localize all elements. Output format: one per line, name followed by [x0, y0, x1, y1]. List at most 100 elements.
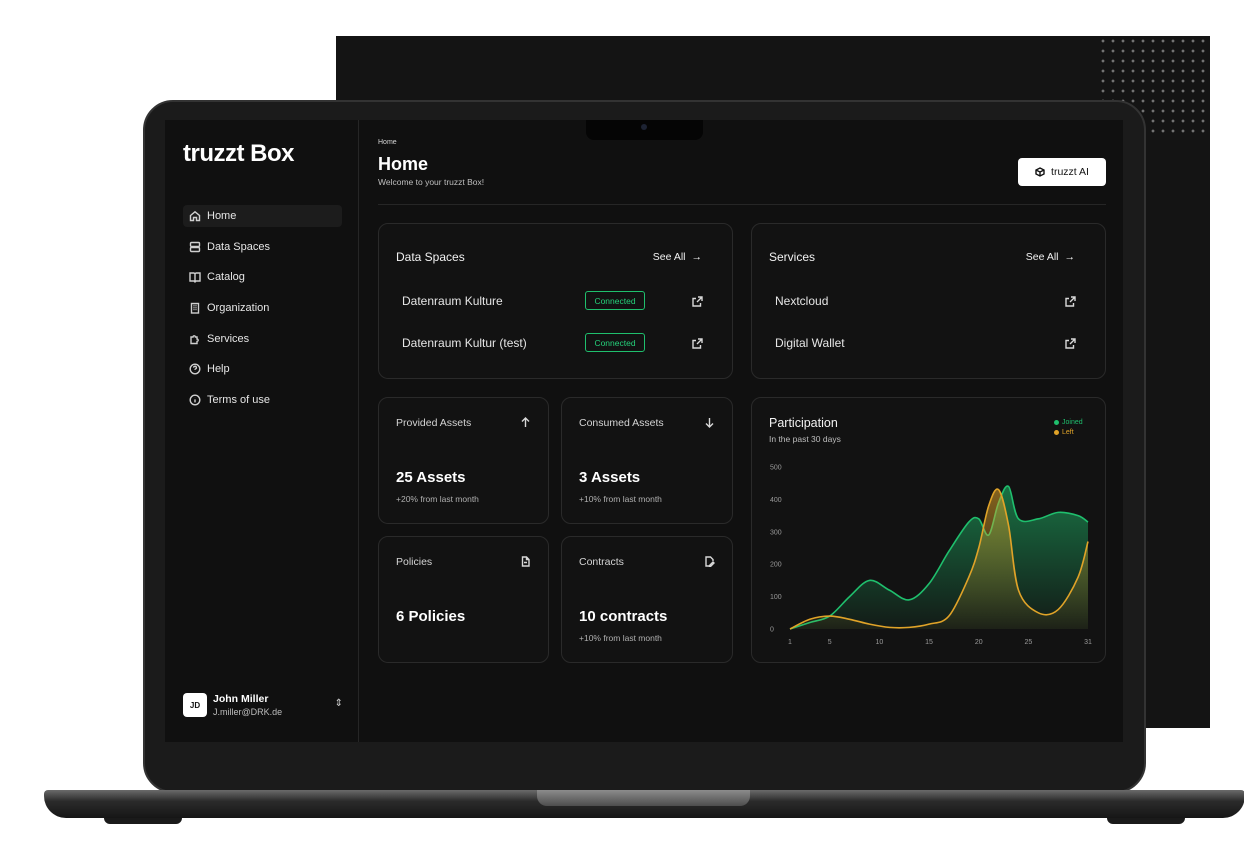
policies-card[interactable]: Policies 6 Policies	[378, 536, 549, 663]
camera-notch	[586, 120, 703, 140]
sidebar-nav: Home Data Spaces Catalog Organization Se…	[183, 205, 342, 420]
sidebar-item-terms[interactable]: Terms of use	[183, 389, 342, 411]
camera-icon	[641, 124, 647, 130]
status-badge: Connected	[585, 291, 645, 310]
sidebar-item-label: Terms of use	[207, 394, 270, 407]
service-name[interactable]: Nextcloud	[775, 294, 829, 308]
sidebar-item-label: Services	[207, 332, 250, 345]
x-tick-label: 31	[1084, 639, 1092, 646]
legend-item-left: Left	[1054, 429, 1083, 436]
help-icon	[189, 363, 201, 375]
stat-label: Policies	[396, 556, 433, 568]
info-icon	[189, 394, 201, 406]
series-area-joined	[790, 486, 1088, 629]
x-tick-label: 5	[828, 639, 832, 646]
divider	[378, 204, 1106, 205]
services-card: Services See All → Nextcloud Digital Wal…	[751, 223, 1106, 379]
see-all-link[interactable]: See All →	[1026, 251, 1075, 263]
puzzle-icon	[190, 334, 199, 344]
sidebar-item-label: Data Spaces	[207, 240, 270, 253]
x-tick-label: 25	[1025, 639, 1033, 646]
sidebar-item-data-spaces[interactable]: Data Spaces	[183, 236, 342, 258]
series-line-left	[789, 488, 1089, 630]
laptop-foot	[104, 818, 182, 824]
user-menu[interactable]: JD John Miller J.miller@DRK.de ⇕	[183, 690, 343, 720]
stat-value: 6 Policies	[396, 608, 466, 625]
truzzt-ai-label: truzzt AI	[1051, 166, 1089, 178]
sidebar-item-home[interactable]: Home	[183, 205, 342, 227]
app-screen: truzzt Box Home Data Spaces Catalog Orga…	[165, 120, 1123, 742]
chart-legend: Joined Left	[1054, 419, 1083, 439]
stat-value: 3 Assets	[579, 469, 641, 486]
data-space-name[interactable]: Datenraum Kultur (test)	[402, 336, 527, 350]
x-tick-label: 10	[876, 639, 884, 646]
stat-label: Provided Assets	[396, 417, 472, 429]
arrow-right-icon: →	[1064, 251, 1076, 263]
arrow-right-icon: →	[691, 251, 703, 263]
see-all-label: See All	[1025, 251, 1059, 263]
card-title: Data Spaces	[396, 250, 465, 264]
database-icon	[189, 241, 201, 252]
y-tick-label: 100	[770, 594, 782, 601]
chart-title: Participation	[769, 416, 838, 430]
external-link-icon[interactable]	[692, 296, 703, 307]
cube-icon	[1035, 167, 1045, 177]
y-tick-label: 500	[770, 465, 782, 472]
stat-change: +10% from last month	[579, 494, 662, 504]
x-tick-label: 20	[975, 639, 983, 646]
laptop-foot	[1107, 818, 1185, 824]
home-icon	[189, 210, 201, 222]
file-icon	[521, 556, 530, 567]
page-title: Home	[378, 154, 429, 174]
sidebar-item-label: Organization	[207, 302, 270, 315]
external-link-icon[interactable]	[1065, 338, 1076, 349]
user-email: J.miller@DRK.de	[213, 707, 283, 717]
series-area-left	[790, 489, 1088, 629]
service-name[interactable]: Digital Wallet	[775, 336, 845, 350]
legend-label: Left	[1062, 429, 1074, 436]
sidebar-item-label: Help	[207, 363, 230, 376]
building-icon	[190, 302, 200, 314]
x-tick-label: 1	[788, 639, 792, 646]
chevron-updown-icon[interactable]: ⇕	[334, 698, 343, 709]
external-link-icon[interactable]	[1065, 296, 1076, 307]
data-space-name[interactable]: Datenraum Kulture	[402, 294, 503, 308]
sidebar-item-organization[interactable]: Organization	[183, 297, 342, 319]
series-line-joined	[789, 485, 1089, 630]
y-tick-label: 300	[770, 529, 782, 536]
stat-label: Consumed Assets	[579, 417, 664, 429]
avatar: JD	[183, 693, 207, 717]
y-tick-label: 200	[770, 562, 782, 569]
breadcrumb[interactable]: Home	[378, 139, 397, 146]
arrow-up-icon	[521, 417, 530, 427]
data-spaces-card: Data Spaces See All → Datenraum Kulture …	[378, 223, 733, 379]
user-name: John Miller	[213, 693, 269, 705]
sidebar-item-catalog[interactable]: Catalog	[183, 266, 342, 288]
stat-change: +10% from last month	[579, 633, 662, 643]
x-tick-label: 15	[925, 639, 933, 646]
card-title: Services	[769, 250, 816, 264]
status-badge: Connected	[585, 333, 645, 352]
sidebar-item-help[interactable]: Help	[183, 358, 342, 380]
see-all-link[interactable]: See All →	[653, 251, 702, 263]
page-subtitle: Welcome to your truzzt Box!	[378, 177, 485, 187]
provided-assets-card[interactable]: Provided Assets 25 Assets +20% from last…	[378, 397, 549, 524]
laptop-base-notch	[537, 790, 750, 806]
consumed-assets-card[interactable]: Consumed Assets 3 Assets +10% from last …	[561, 397, 733, 524]
sidebar-item-label: Home	[207, 210, 237, 222]
stat-value: 10 contracts	[579, 608, 668, 625]
participation-card: Participation In the past 30 days Joined…	[751, 397, 1106, 663]
legend-item-joined: Joined	[1054, 419, 1083, 426]
logo[interactable]: truzzt Box	[183, 140, 295, 167]
stat-value: 25 Assets	[396, 469, 466, 486]
stat-change: +20% from last month	[396, 494, 479, 504]
sidebar-item-services[interactable]: Services	[183, 328, 342, 350]
y-tick-label: 400	[770, 497, 782, 504]
external-link-icon[interactable]	[692, 338, 703, 349]
truzzt-ai-button[interactable]: truzzt AI	[1018, 158, 1106, 186]
chart-subtitle: In the past 30 days	[769, 434, 841, 444]
contracts-card[interactable]: Contracts 10 contracts +10% from last mo…	[561, 536, 733, 663]
sidebar: truzzt Box Home Data Spaces Catalog Orga…	[165, 120, 359, 742]
